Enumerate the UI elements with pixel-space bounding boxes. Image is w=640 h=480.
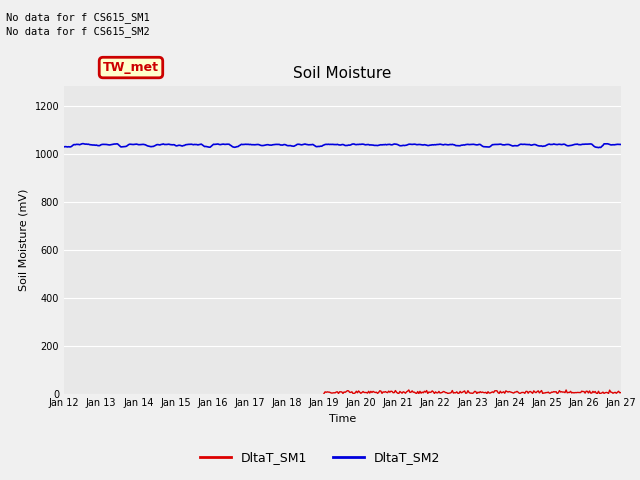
Y-axis label: Soil Moisture (mV): Soil Moisture (mV) [19, 189, 29, 291]
Title: Soil Moisture: Soil Moisture [293, 66, 392, 81]
X-axis label: Time: Time [329, 414, 356, 424]
Legend: DltaT_SM1, DltaT_SM2: DltaT_SM1, DltaT_SM2 [195, 446, 445, 469]
Text: No data for f CS615_SM1: No data for f CS615_SM1 [6, 12, 150, 23]
Text: TW_met: TW_met [103, 61, 159, 74]
Text: No data for f CS615_SM2: No data for f CS615_SM2 [6, 26, 150, 37]
